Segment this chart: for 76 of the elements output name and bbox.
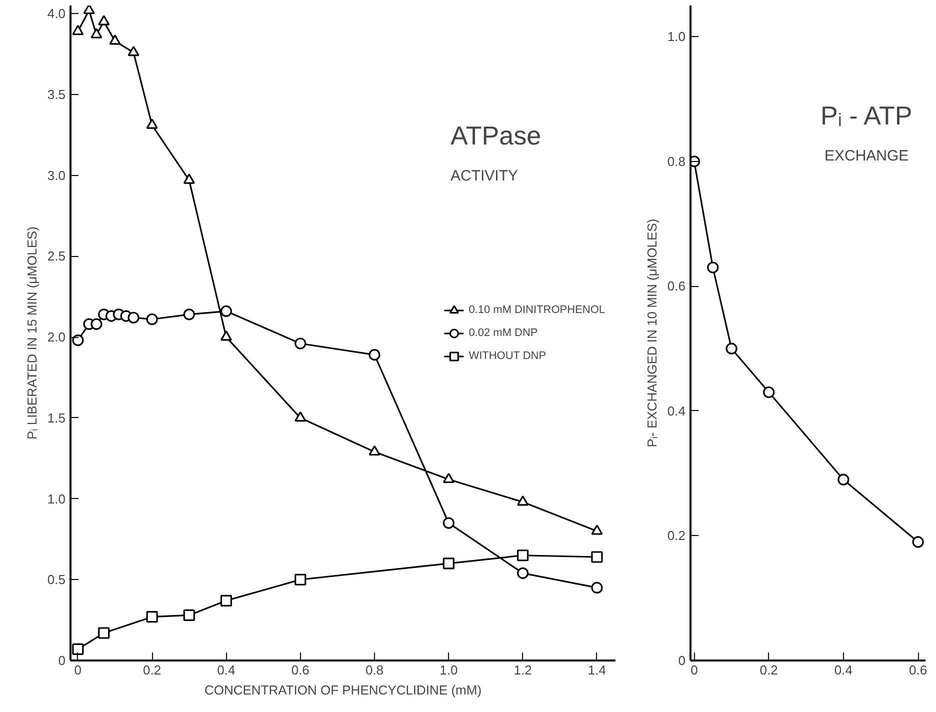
y-tick-label: 2.5 [47, 248, 66, 264]
point [368, 349, 380, 361]
point [442, 472, 454, 484]
point [294, 411, 306, 422]
point [183, 308, 195, 320]
x-tick-label: 0 [74, 662, 82, 678]
point [912, 536, 924, 548]
legend-label: WITHOUT DNP [468, 350, 546, 362]
point [517, 495, 529, 506]
y-tick-label: 1.0 [47, 491, 66, 506]
annotation: EXCHANGE [824, 148, 909, 164]
y-tick-label: 2.0 [47, 330, 66, 345]
point [146, 118, 158, 129]
x-tick-label: 0.2 [143, 662, 162, 678]
point [90, 318, 102, 330]
x-tick-label: 0.4 [834, 662, 852, 678]
x-tick-label: 1.2 [514, 662, 532, 678]
point [72, 334, 84, 346]
point [517, 550, 529, 562]
x-tick-label: 1.4 [588, 662, 606, 678]
annotation: ATPase [450, 120, 542, 150]
point [98, 15, 110, 26]
x-tick-label: 0.8 [365, 662, 384, 678]
point [90, 28, 102, 38]
y-tick-label: 0.8 [667, 154, 686, 169]
point [109, 34, 121, 45]
legend-label: 0.02 mM DNP [468, 326, 538, 338]
x-tick-label: 1.0 [440, 662, 458, 678]
point [517, 567, 529, 579]
annotation: Pᵢ - ATP [820, 100, 912, 130]
y-tick-label: 3.5 [47, 86, 66, 102]
point [368, 445, 380, 456]
x-tick-label: 0.6 [909, 662, 928, 678]
y-tick-label: 0 [58, 653, 66, 668]
y-tick-label: 1.0 [667, 29, 686, 44]
point [726, 342, 738, 354]
y-tick-label: 0.5 [47, 572, 66, 588]
x-tick-label: 0.4 [217, 662, 236, 678]
point [146, 313, 158, 326]
point [294, 574, 306, 586]
y-tick-label: 0 [678, 653, 686, 668]
point [183, 174, 195, 184]
point [72, 24, 84, 36]
y-tick-label: 3.0 [47, 168, 66, 183]
point [220, 330, 232, 341]
point [442, 517, 454, 529]
point [83, 6, 95, 14]
annotation: ACTIVITY [450, 168, 518, 184]
point [591, 582, 603, 594]
point [294, 338, 306, 350]
point [128, 46, 140, 56]
point [763, 386, 775, 398]
y-tick-label: 0.2 [667, 528, 686, 544]
point [442, 558, 454, 570]
point [591, 551, 603, 563]
point [591, 524, 603, 535]
x-tick-label: 0 [690, 662, 698, 678]
point [183, 609, 195, 622]
point [146, 611, 158, 623]
legend-label: 0.10 mM DINITROPHENOL [468, 304, 605, 316]
y-axis-title: Pᵢ LIBERATED IN 15 MIN (μMOLES) [24, 226, 40, 440]
y-tick-label: 4.0 [47, 6, 66, 22]
y-tick-label: 1.5 [47, 410, 66, 426]
y-axis-title: Pᵢ- EXCHANGED IN 10 MIN (μMOLES) [644, 218, 660, 448]
point [220, 305, 232, 317]
point [220, 594, 232, 606]
x-tick-label: 0.2 [760, 662, 778, 678]
point [72, 643, 84, 655]
point [128, 312, 140, 324]
y-tick-label: 0.6 [667, 278, 686, 294]
y-tick-label: 0.4 [667, 403, 686, 418]
point [707, 262, 719, 274]
x-tick-label: 0.6 [291, 662, 310, 678]
point [98, 627, 110, 639]
point [838, 474, 850, 486]
x-axis-title: CONCENTRATION OF PHENCYCLIDINE (mM) [204, 682, 482, 698]
